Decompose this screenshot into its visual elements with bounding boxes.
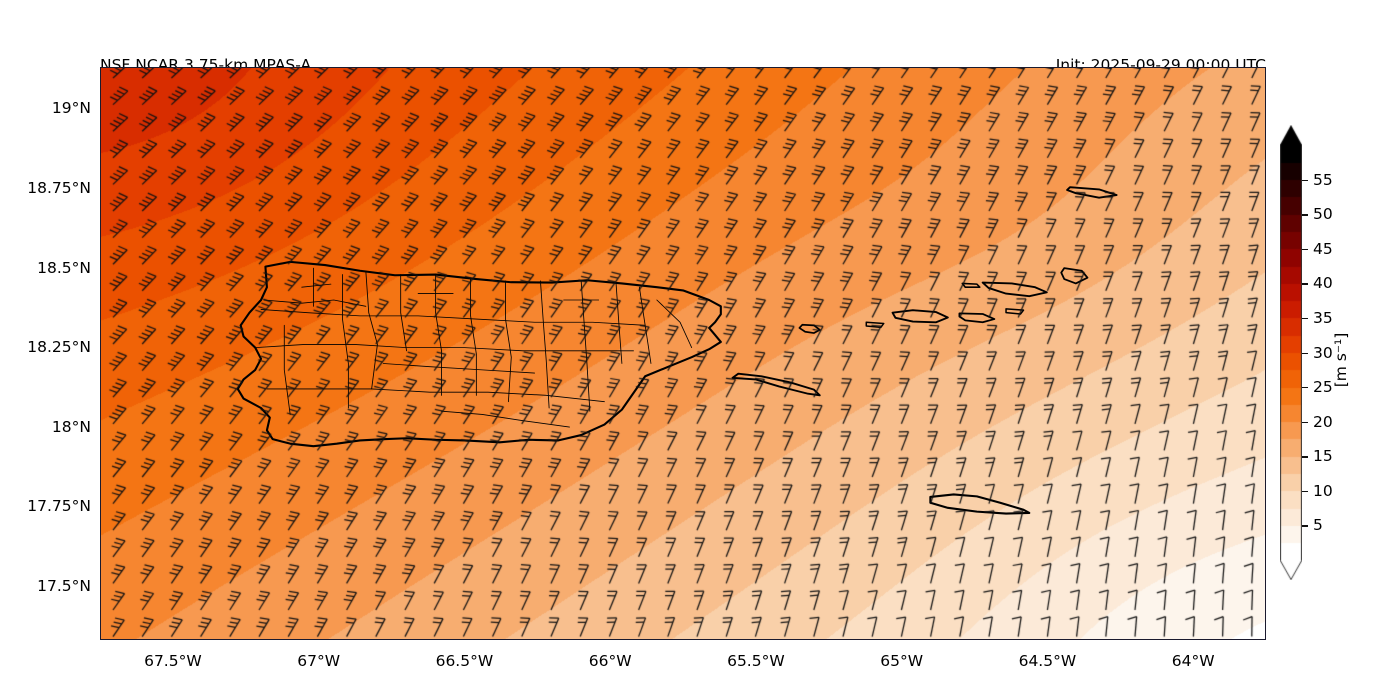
x-tick-label: 65°W [880,652,924,670]
colorbar-tick [1302,214,1308,216]
y-tick-label: 18.75°N [27,178,91,197]
colorbar-tick-label: 15 [1313,447,1333,466]
map-axes [100,67,1266,640]
x-tick [1048,640,1049,641]
colorbar-tick-label: 55 [1313,170,1333,189]
y-tick [100,188,101,189]
x-tick-label: 66.5°W [435,652,494,670]
y-tick [100,586,101,587]
y-tick-label: 19°N [51,99,91,118]
x-tick-label: 64.5°W [1018,652,1077,670]
x-tick [902,640,903,641]
x-tick [465,640,466,641]
colorbar-tick-label: 5 [1313,516,1323,535]
colorbar-tick [1302,387,1308,389]
colorbar-tick [1302,283,1308,285]
y-tick-label: 18°N [51,417,91,436]
x-tick [610,640,611,641]
x-tick-label: 65.5°W [727,652,785,670]
colorbar-tick-label: 20 [1313,412,1333,431]
colorbar-tick [1302,421,1308,424]
y-tick [100,427,101,428]
x-tick-label: 66°W [588,652,632,670]
colorbar-tick [1302,525,1308,527]
y-tick [100,268,101,269]
shear-field-clip [101,68,1265,639]
colorbar-tick [1302,352,1308,354]
x-tick-label: 67°W [297,652,341,670]
colorbar-tick-label: 30 [1313,343,1333,362]
y-tick-label: 17.5°N [37,576,91,595]
colorbar-tick-label: 10 [1313,481,1333,500]
colorbar-tick [1302,248,1308,251]
colorbar-tick-label: 25 [1313,378,1333,397]
colorbar-tick-label: 40 [1313,274,1333,293]
colorbar-tick [1302,317,1308,320]
colorbar-tick-label: 45 [1313,239,1333,258]
x-tick [173,640,174,641]
y-tick [100,347,101,348]
x-tick-label: 64°W [1171,652,1215,670]
colorbar-tick [1302,179,1308,181]
y-tick [100,507,101,508]
x-tick [756,640,757,641]
wind-barb-overlay [101,68,1265,639]
colorbar-tick [1302,490,1308,493]
colorbar-tick-label: 50 [1313,205,1333,224]
y-tick-label: 17.75°N [27,497,91,516]
x-tick-label: 67.5°W [144,652,202,670]
x-tick [1193,640,1194,641]
y-tick-label: 18.25°N [27,338,91,357]
x-tick [319,640,320,641]
colorbar [1280,125,1302,580]
colorbar-label: [m s⁻¹] [1332,332,1350,388]
colorbar-tick [1302,456,1308,458]
y-tick-label: 18.5°N [37,258,91,277]
colorbar-tick-label: 35 [1313,308,1333,327]
y-tick [100,109,101,110]
